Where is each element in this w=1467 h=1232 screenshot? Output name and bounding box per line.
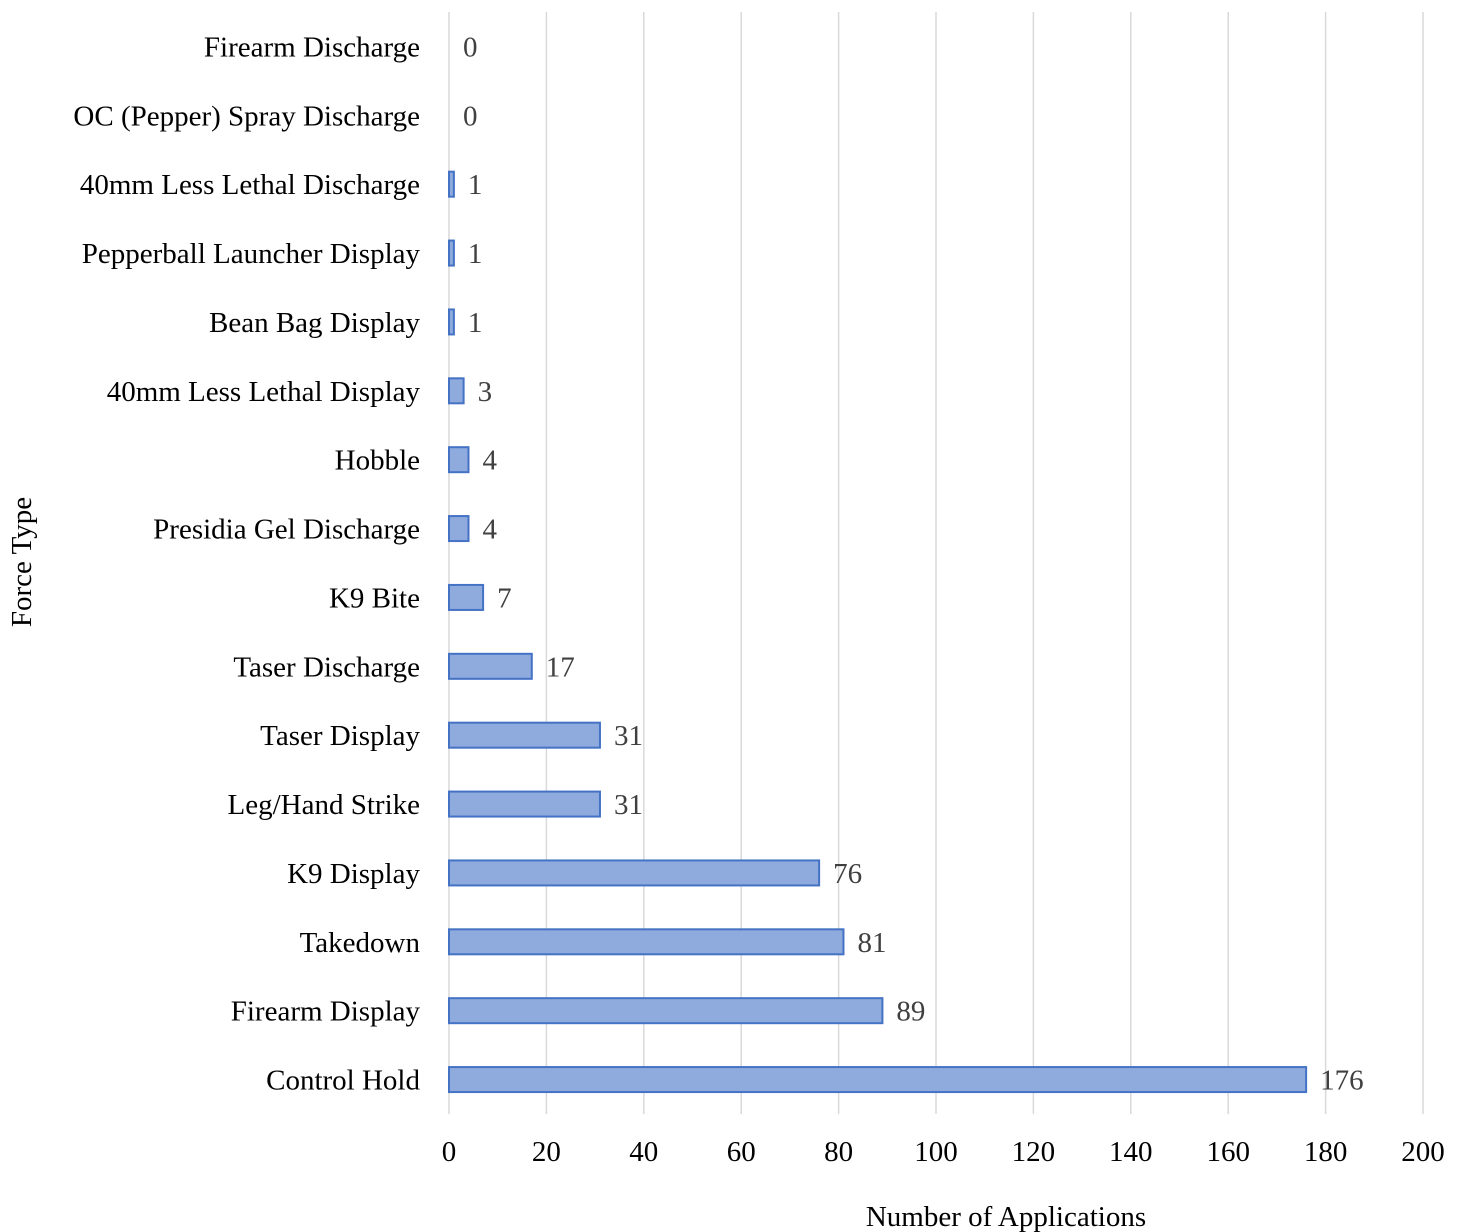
data-label: 31 <box>614 720 643 752</box>
category-label: Taser Display <box>260 720 420 752</box>
x-tick-label: 0 <box>442 1136 457 1168</box>
bar <box>448 859 821 887</box>
category-label: K9 Bite <box>329 582 420 614</box>
data-label: 1 <box>468 169 483 201</box>
data-label: 1 <box>468 238 483 270</box>
data-label: 76 <box>833 858 862 890</box>
bar <box>448 446 470 474</box>
x-tick-label: 60 <box>727 1136 756 1168</box>
category-label: Firearm Display <box>231 996 421 1028</box>
bar <box>448 652 533 680</box>
bar <box>448 308 455 336</box>
bar <box>448 721 601 749</box>
data-label: 3 <box>478 376 493 408</box>
category-label: K9 Display <box>287 858 420 890</box>
category-label: Control Hold <box>266 1065 420 1097</box>
category-label: Pepperball Launcher Display <box>82 238 421 270</box>
data-label: 4 <box>482 514 497 546</box>
category-label: 40mm Less Lethal Discharge <box>80 169 420 201</box>
category-label: Presidia Gel Discharge <box>153 514 420 546</box>
category-label: OC (Pepper) Spray Discharge <box>73 100 420 132</box>
bar <box>448 170 455 198</box>
x-tick-label: 120 <box>1012 1136 1056 1168</box>
category-label: Leg/Hand Strike <box>228 789 420 821</box>
x-tick-label: 100 <box>914 1136 958 1168</box>
data-label: 1 <box>468 307 483 339</box>
bar <box>448 515 470 543</box>
x-tick-label: 140 <box>1109 1136 1153 1168</box>
category-label: Firearm Discharge <box>204 31 420 63</box>
data-label: 4 <box>482 445 497 477</box>
data-label: 89 <box>896 996 925 1028</box>
bar <box>448 790 601 818</box>
category-label: Hobble <box>335 445 420 477</box>
x-tick-label: 20 <box>532 1136 561 1168</box>
x-tick-label: 180 <box>1304 1136 1348 1168</box>
bars <box>448 170 1308 1094</box>
category-label: Takedown <box>300 927 421 959</box>
x-axis-title: Number of Applications <box>866 1201 1146 1232</box>
bar <box>448 377 465 405</box>
gridlines <box>448 12 1424 1114</box>
data-label: 17 <box>546 651 575 683</box>
y-axis-title: Force Type <box>6 497 38 627</box>
bar <box>448 1066 1308 1094</box>
bar <box>448 583 485 611</box>
bar <box>448 928 845 956</box>
data-label: 7 <box>497 582 512 614</box>
category-label: 40mm Less Lethal Display <box>107 376 421 408</box>
data-label: 31 <box>614 789 643 821</box>
x-tick-label: 80 <box>824 1136 853 1168</box>
data-label: 176 <box>1320 1065 1364 1097</box>
bar <box>448 239 455 267</box>
x-tick-label: 200 <box>1401 1136 1445 1168</box>
data-label: 81 <box>857 927 886 959</box>
category-label: Taser Discharge <box>233 651 420 683</box>
x-tick-label: 40 <box>629 1136 658 1168</box>
bar <box>448 997 884 1025</box>
category-label: Bean Bag Display <box>209 307 421 339</box>
x-tick-label: 160 <box>1206 1136 1250 1168</box>
data-label: 0 <box>463 31 478 63</box>
data-label: 0 <box>463 100 478 132</box>
